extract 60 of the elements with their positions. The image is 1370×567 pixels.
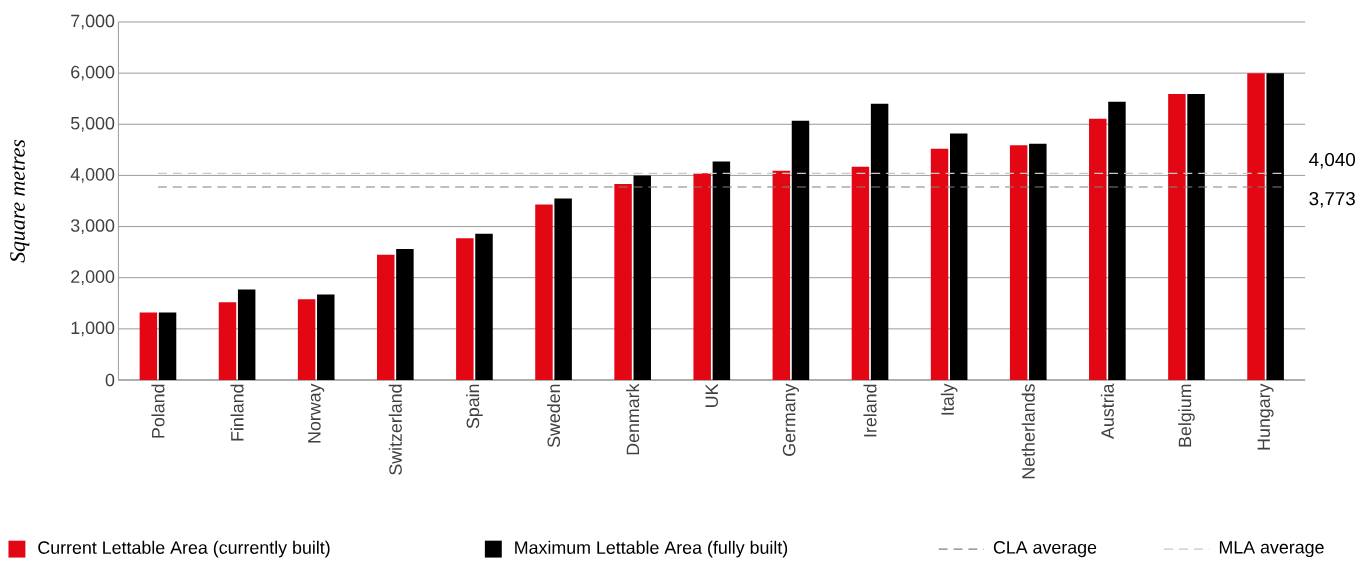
bar	[456, 238, 474, 381]
bar	[1168, 94, 1186, 381]
bar	[614, 184, 632, 381]
x-tick-label: Austria	[1100, 383, 1114, 440]
bar	[930, 148, 949, 381]
y-tick-label: 5,000	[71, 116, 115, 132]
bar	[1089, 118, 1107, 381]
bar	[554, 198, 572, 381]
ref-line-label: 4,040	[1309, 152, 1356, 169]
bar	[535, 204, 553, 381]
bar	[396, 249, 414, 381]
y-tick-label: 4,000	[70, 168, 115, 183]
bar	[949, 133, 968, 381]
y-tick-label: 3,000	[70, 219, 115, 234]
x-tick-label: Italy	[940, 383, 958, 415]
x-tick-label: Hungary	[1257, 383, 1274, 450]
x-tick-label: Belgium	[1178, 384, 1195, 447]
bar	[475, 233, 493, 381]
legend-label: Maximum Lettable Area (fully built)	[515, 540, 788, 558]
y-tick-label: 7,000	[71, 14, 115, 30]
bar	[772, 170, 791, 381]
x-tick-label: Netherlands	[1021, 384, 1035, 479]
bar	[218, 302, 237, 381]
bar	[297, 299, 316, 381]
bar	[1187, 94, 1205, 381]
x-tick-label: Norway	[308, 383, 325, 443]
x-tick-label: UK	[705, 383, 718, 407]
bar	[791, 120, 810, 381]
bar	[139, 312, 158, 381]
bar	[237, 289, 256, 381]
bar	[1009, 145, 1028, 381]
y-tick-label: 6,000	[71, 65, 115, 81]
bar	[693, 173, 711, 381]
text: MLA average	[1219, 541, 1324, 558]
bar	[851, 166, 870, 381]
x-tick-label: Poland	[151, 384, 165, 438]
x-tick-label: Switzerland	[388, 384, 402, 475]
bar	[1029, 143, 1047, 381]
bar	[1108, 101, 1126, 381]
y-tick-label: 0	[105, 373, 115, 387]
bar	[712, 161, 731, 381]
x-tick-label: Finland	[230, 384, 244, 441]
y-axis-title: Square metres	[10, 139, 30, 263]
bar	[1247, 73, 1265, 381]
y-tick-label: 2,000	[71, 270, 115, 286]
bar	[633, 175, 651, 381]
x-tick-label: Ireland	[863, 384, 877, 437]
x-tick-label: Germany	[782, 383, 799, 456]
x-tick-label: Spain	[466, 384, 483, 429]
bar	[1266, 73, 1284, 381]
legend-label: Current Lettable Area (currently built)	[38, 540, 330, 558]
y-tick-label: 1,000	[71, 321, 115, 337]
bar	[158, 312, 177, 381]
bar	[870, 103, 889, 381]
bar	[376, 254, 395, 381]
x-tick-label: Denmark	[626, 383, 640, 455]
x-tick-label: Sweden	[546, 384, 561, 448]
bar	[317, 294, 335, 381]
text: CLA average	[993, 541, 1097, 558]
ref-line-label: 3,773	[1309, 192, 1355, 208]
